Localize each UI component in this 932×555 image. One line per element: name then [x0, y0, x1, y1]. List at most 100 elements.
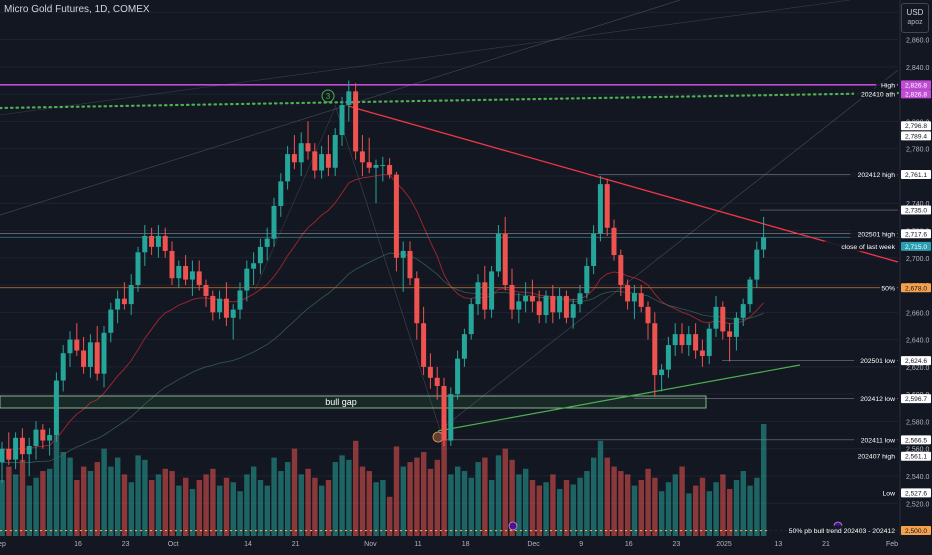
candle-body [217, 298, 223, 313]
x-tick-label: Dec [527, 541, 540, 548]
price-label-value: 2,596.7 [905, 396, 927, 403]
volume-bar [502, 448, 508, 536]
volume-bar [223, 477, 230, 536]
y-tick-label: 2,860.0 [906, 38, 929, 45]
candle-body [128, 285, 134, 305]
candle-body [210, 295, 216, 313]
volume-bar [400, 466, 406, 536]
candle-body [26, 445, 32, 455]
level-label-bg [824, 241, 897, 252]
price-label-value: 2,735.0 [905, 208, 927, 215]
volume-bar [475, 462, 481, 536]
candle-body [142, 235, 148, 253]
volume-bar [461, 471, 468, 536]
candle-body [570, 304, 576, 318]
y-tick-label: 2,660.0 [906, 310, 929, 317]
volume-bar [339, 455, 345, 536]
dotted-ath-trendline [0, 91, 900, 110]
candle-body [47, 435, 53, 441]
level-label-text: 50% pb bull trend 202403 - 202412 [789, 528, 895, 535]
candle-body [489, 271, 495, 310]
price-label-box [901, 121, 931, 131]
candle-body [563, 295, 569, 318]
volume-bar [33, 477, 39, 536]
candle-body [407, 250, 413, 279]
level-label-text: 202407 high [858, 454, 896, 461]
currency-box[interactable]: USD apoz [901, 3, 929, 33]
volume-bar [434, 459, 440, 536]
volume-bar [563, 480, 570, 536]
candle-body [747, 279, 753, 305]
candle-body [339, 105, 345, 136]
channel-line-gray [439, 69, 899, 431]
volume-bar [387, 496, 393, 536]
x-tick-label: 16 [74, 541, 82, 548]
candle-body [536, 301, 542, 316]
candle-body [60, 353, 66, 381]
volume-bar [686, 493, 692, 536]
y-tick-label: 2,700.0 [906, 256, 929, 263]
candle-body [366, 162, 372, 168]
x-tick-label: 16 [625, 541, 633, 548]
candle-body [434, 377, 440, 386]
candle-body [325, 154, 331, 168]
candle-body [380, 165, 386, 167]
price-label-box [901, 488, 931, 498]
level-label-bg [850, 451, 897, 462]
volume-bar [421, 452, 427, 536]
candle-body [604, 184, 610, 228]
candle-body [40, 429, 46, 441]
level-label-bg [854, 355, 897, 366]
candle-body [672, 334, 678, 346]
candle-body [285, 154, 291, 182]
volume-bar [285, 462, 291, 536]
price-label-box [901, 394, 931, 404]
volume-bar [584, 471, 590, 536]
candle-body [638, 293, 644, 307]
volume-bar [597, 440, 604, 536]
price-label-value: 2,678.0 [905, 285, 927, 292]
volume-bar [468, 477, 474, 536]
candle-body [196, 271, 202, 286]
volume-bar [67, 457, 73, 536]
price-label-value: 2,527.6 [905, 490, 927, 497]
volume-bar [264, 485, 270, 536]
volume-bar [47, 468, 53, 536]
wave-marker-circle [321, 89, 335, 103]
candle-body [475, 282, 481, 305]
volume-bar [291, 448, 298, 536]
y-tick-label: 2,560.0 [906, 447, 929, 454]
candle-body [523, 295, 529, 302]
volume-bar [81, 466, 87, 536]
event-marker [508, 521, 518, 531]
candle-body [448, 394, 454, 441]
x-tick-label: 23 [673, 541, 681, 548]
candle-body [87, 342, 93, 367]
volume-bar [237, 491, 243, 536]
price-label-box [901, 131, 931, 141]
volume-bar [210, 468, 216, 536]
level-label-text: 202412 low [860, 396, 895, 403]
candle-body [298, 143, 304, 163]
candle-body [761, 237, 767, 250]
y-tick-label: 2,840.0 [906, 65, 929, 72]
volume-bar [570, 484, 576, 536]
level-label-text: close of last week [841, 244, 895, 251]
candle-body [733, 317, 739, 337]
candle-body [557, 295, 563, 313]
swing-line-gray [254, 107, 336, 291]
volume-bar [604, 457, 610, 536]
volume-bar [26, 485, 32, 536]
candle-body [706, 328, 712, 356]
candle-body [264, 238, 270, 247]
volume-bar [427, 468, 434, 536]
candle-body [305, 143, 311, 152]
candle-body [591, 233, 597, 266]
volume-bar [625, 474, 631, 536]
candle-body [183, 265, 189, 280]
volume-bar [169, 471, 175, 536]
volume-bar [6, 466, 12, 536]
volume-bar [101, 448, 107, 536]
